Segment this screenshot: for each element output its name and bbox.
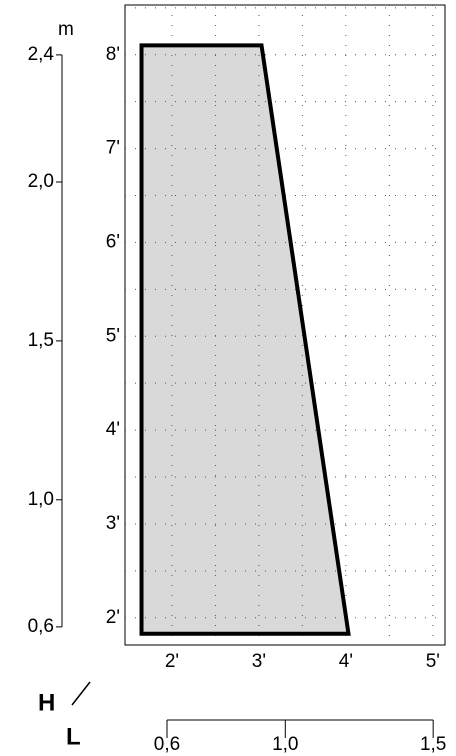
envelope-outline	[139, 43, 351, 636]
y2-tick-label: 1,0	[28, 489, 54, 510]
x-tick-label: 3'	[252, 651, 266, 672]
x2-tick-label: 1,0	[272, 734, 298, 755]
y-tick-label: 6'	[106, 231, 120, 252]
y2-tick-label: 0,6	[28, 616, 54, 637]
x2-tick-label: 0,6	[154, 734, 180, 755]
x-tick-label: 4'	[339, 651, 353, 672]
x2-tick-label: 1,5	[420, 734, 446, 755]
y-tick-label: 5'	[106, 325, 120, 346]
corner-label: H	[38, 689, 55, 716]
plot-frame	[124, 4, 446, 646]
y-tick-label: 7'	[106, 138, 120, 159]
y-tick-label: 8'	[106, 44, 120, 65]
y-tick-label: 2'	[106, 607, 120, 628]
x-tick-label: 5'	[426, 651, 440, 672]
y-tick-label: 4'	[106, 419, 120, 440]
slash	[71, 681, 91, 706]
y2-tick-label: 2,4	[28, 44, 55, 65]
y2-tick-label: 2,0	[28, 171, 54, 192]
corner-label: L	[66, 723, 81, 750]
y2-tick-label: 1,5	[28, 330, 54, 351]
unit-label: m	[58, 19, 74, 40]
x-tick-label: 2'	[165, 651, 179, 672]
y-tick-label: 3'	[106, 513, 120, 534]
envelope	[141, 45, 349, 634]
